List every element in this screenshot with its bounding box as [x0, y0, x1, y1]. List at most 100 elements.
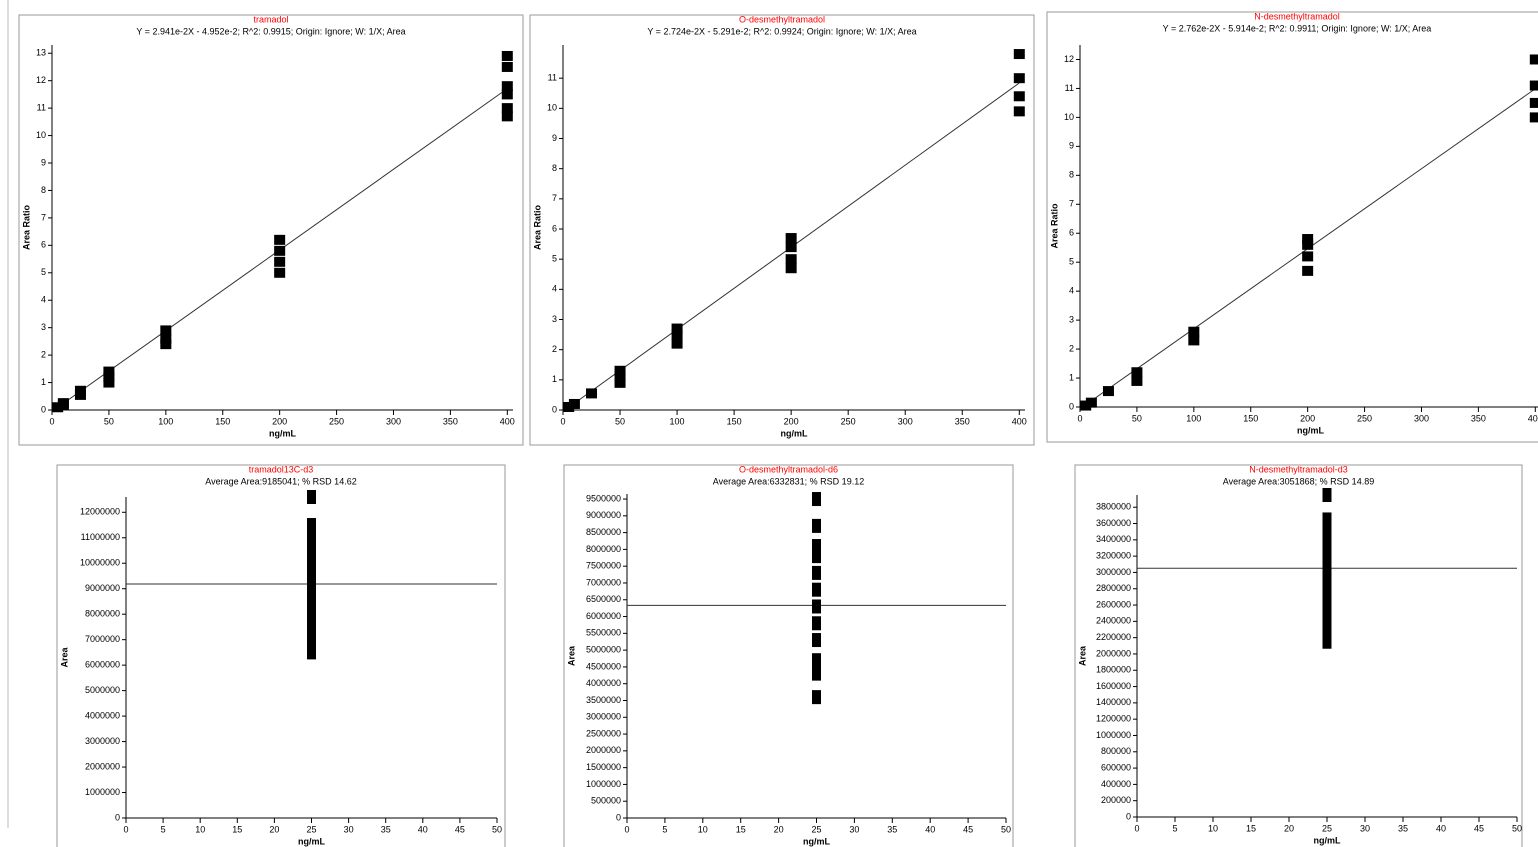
data-point: [274, 256, 286, 267]
panel-frame: [18, 14, 524, 446]
data-point: [307, 530, 316, 545]
data-point: [812, 599, 821, 614]
y-tick-label: 6000000: [85, 660, 120, 670]
y-tick-label: 0: [1069, 401, 1074, 411]
y-tick-label: 2400000: [1096, 616, 1131, 626]
y-tick-label: 1: [41, 377, 46, 387]
data-point: [614, 371, 626, 382]
y-tick-label: 2: [41, 349, 46, 359]
x-axis-label: ng/mL: [1297, 425, 1324, 435]
y-tick-label: 3600000: [1096, 518, 1131, 528]
data-point: [501, 103, 513, 114]
y-tick-label: 3000000: [85, 736, 120, 746]
y-tick-label: 0: [41, 404, 46, 414]
y-tick-label: 10: [1064, 112, 1074, 122]
y-tick-label: 11: [37, 102, 46, 112]
y-tick-label: 3: [1069, 314, 1074, 324]
y-tick-label: 6000000: [586, 611, 621, 621]
y-tick-label: 2200000: [1096, 632, 1131, 642]
y-tick-label: 4: [1069, 286, 1074, 296]
data-point: [160, 333, 172, 344]
x-tick-label: 5: [161, 824, 166, 834]
data-point: [160, 339, 172, 350]
x-tick-label: 200: [784, 416, 799, 426]
y-tick-label: 1400000: [1096, 697, 1131, 707]
data-point: [1322, 634, 1332, 649]
data-point: [1322, 598, 1332, 613]
chart-title: O-desmethyltramadol: [739, 14, 825, 24]
chart-title: N-desmethyltramadol-d3: [1249, 464, 1348, 474]
data-point: [586, 388, 598, 399]
data-point: [1085, 397, 1097, 408]
x-tick-label: 30: [344, 824, 354, 834]
y-tick-label: 3000000: [1096, 567, 1131, 577]
y-tick-label: 3200000: [1096, 551, 1131, 561]
y-tick-label: 1800000: [1096, 665, 1131, 675]
data-point: [57, 398, 69, 409]
y-tick-label: 0: [1126, 811, 1131, 821]
data-point: [307, 556, 316, 571]
data-point: [501, 61, 513, 72]
data-point: [307, 632, 316, 647]
data-point: [785, 242, 797, 253]
x-axis-label: ng/mL: [298, 836, 325, 846]
data-point: [274, 267, 286, 278]
data-point: [274, 245, 286, 256]
y-tick-label: 4: [552, 284, 557, 294]
chart-title: tramadol13C-d3: [249, 464, 314, 474]
data-point: [1131, 367, 1143, 378]
chart-subtitle: Average Area:3051868; % RSD 14.89: [1223, 476, 1374, 486]
data-point: [671, 323, 683, 334]
chart-panel: tramadol Y = 2.941e-2X - 4.952e-2; R^2: 0…: [18, 14, 524, 446]
x-tick-label: 25: [1322, 823, 1332, 833]
data-point: [307, 607, 316, 622]
data-point: [274, 234, 286, 245]
x-tick-label: 350: [955, 416, 970, 426]
data-point: [307, 581, 316, 596]
x-tick-label: 200: [272, 416, 287, 426]
y-tick-label: 1500000: [586, 762, 621, 772]
y-tick-label: 500000: [591, 796, 621, 806]
data-point: [307, 568, 316, 583]
data-point: [501, 89, 513, 100]
data-point: [568, 398, 580, 409]
x-tick-label: 0: [560, 416, 565, 426]
y-tick-label: 600000: [1101, 762, 1131, 772]
y-tick-label: 8: [41, 185, 46, 195]
data-point: [785, 254, 797, 265]
data-point: [1529, 80, 1538, 91]
y-tick-label: 3: [41, 322, 46, 332]
x-tick-label: 50: [1001, 824, 1011, 834]
data-point: [812, 653, 821, 668]
chart-subtitle: Y = 2.941e-2X - 4.952e-2; R^2: 0.9915; O…: [136, 26, 405, 36]
data-point: [812, 690, 821, 705]
y-tick-label: 7: [1069, 199, 1074, 209]
y-tick-label: 9: [1069, 141, 1074, 151]
x-tick-label: 30: [1360, 823, 1370, 833]
x-tick-label: 400: [1528, 413, 1538, 423]
x-tick-label: 0: [1077, 413, 1082, 423]
chart-subtitle: Average Area:6332831; % RSD 19.12: [713, 476, 864, 486]
x-tick-label: 50: [1132, 413, 1142, 423]
x-axis-label: ng/mL: [1314, 835, 1341, 845]
y-tick-label: 10000000: [80, 558, 120, 568]
data-point: [785, 263, 797, 274]
data-point: [307, 619, 316, 634]
y-tick-label: 8500000: [586, 527, 621, 537]
x-tick-label: 400: [500, 416, 515, 426]
y-tick-label: 11: [548, 73, 557, 83]
x-tick-label: 150: [727, 416, 742, 426]
x-tick-label: 150: [215, 416, 230, 426]
x-tick-label: 15: [736, 824, 746, 834]
y-tick-label: 0: [616, 812, 621, 822]
y-tick-label: 10: [547, 103, 557, 113]
x-tick-label: 30: [849, 824, 859, 834]
y-tick-label: 2600000: [1096, 599, 1131, 609]
y-tick-label: 2: [552, 344, 557, 354]
y-tick-label: 5500000: [586, 628, 621, 638]
data-point: [1322, 573, 1332, 588]
y-tick-label: 5: [41, 267, 46, 277]
x-tick-label: 35: [381, 824, 391, 834]
x-tick-label: 10: [698, 824, 708, 834]
y-tick-label: 5: [1069, 257, 1074, 267]
